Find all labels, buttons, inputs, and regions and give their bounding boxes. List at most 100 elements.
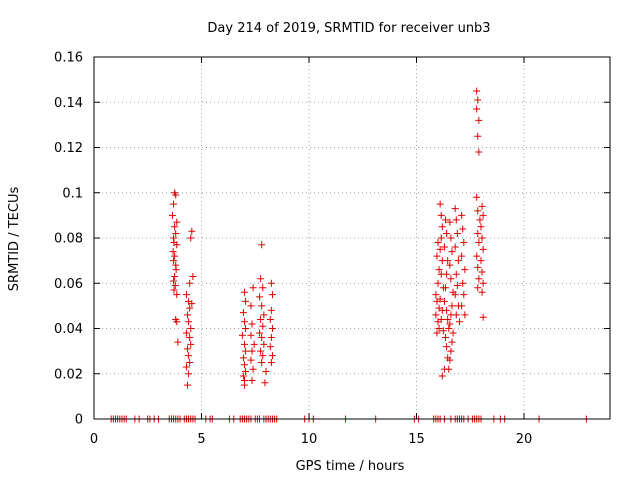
data-point [442,216,450,224]
data-point [443,270,451,278]
data-point [435,266,443,274]
x-tick-label: 10 [301,432,318,447]
data-point [242,347,250,355]
data-point [173,318,181,326]
data-point [249,365,257,373]
data-point [438,223,446,231]
data-point [436,245,444,253]
x-tick-label: 20 [516,432,533,447]
x-tick-label: 15 [408,432,425,447]
data-point [479,313,487,321]
data-point [262,367,270,375]
data-point [248,320,256,328]
data-point [477,223,485,231]
data-point [451,205,459,213]
data-point [186,279,194,287]
y-tick-label: 0.1 [62,186,83,201]
data-point [187,325,195,332]
data-point [447,275,455,283]
data-point [436,295,444,303]
data-point [475,148,483,156]
data-point [187,234,195,242]
data-point [268,352,276,360]
x-axis-label: GPS time / hours [296,459,405,474]
data-point [474,229,482,237]
data-point [172,191,180,199]
data-point [433,329,441,337]
data-point [479,211,487,219]
data-point [447,234,455,242]
data-point [434,239,442,247]
data-point [182,363,190,371]
y-tick-label: 0.02 [54,367,83,382]
data-point [171,282,179,290]
data-point [460,239,468,247]
data-point [256,329,264,337]
data-point [248,377,256,385]
data-point [459,225,467,233]
data-point [182,329,190,337]
data-point [458,211,466,219]
data-point [241,318,248,326]
data-point [476,216,484,224]
data-point [449,329,457,337]
data-point [169,248,177,256]
data-point [171,223,179,231]
data-point [479,245,487,253]
x-tick-label: 5 [197,432,205,447]
data-point [238,331,246,339]
data-point [473,193,481,201]
data-point [445,325,453,332]
data-point [248,347,256,355]
data-point [171,252,179,260]
data-point [170,277,178,285]
data-point [442,284,450,292]
data-point [432,311,440,319]
data-point [474,284,482,292]
data-point [442,334,450,342]
data-point [239,372,247,380]
data-point [249,284,257,292]
data-point [473,252,481,260]
data-point [185,370,193,378]
data-point [188,300,196,308]
data-point [478,202,486,210]
data-point [448,302,456,310]
data-point [456,318,463,326]
data-point [172,229,180,237]
axis-ticks: 0 0.02 0.04 0.06 0.08 0.1 0.12 0.14 0.16 0 5 10 15 20 [54,51,610,447]
data-point [259,322,267,330]
data-point [172,266,180,274]
data-point [168,211,176,219]
data-point [478,268,486,276]
data-point [170,257,178,265]
data-point [433,252,441,260]
data-point [453,282,461,290]
data-point [437,211,445,219]
data-point [267,279,275,287]
data-point [436,200,444,208]
data-point [458,252,466,260]
data-point [266,315,274,323]
data-point [448,338,456,346]
y-tick-label: 0.12 [54,141,83,156]
data-point [173,291,181,299]
data-point [258,241,266,249]
data-point [239,354,247,362]
data-point [184,345,192,353]
data-point [444,315,452,323]
data-point [446,320,454,328]
data-point [474,207,482,215]
y-tick-label: 0.06 [54,277,83,292]
data-point [173,241,181,249]
x-tick-label: 0 [90,432,98,447]
data-point [432,291,440,299]
data-point [443,229,451,237]
data-point [473,105,481,113]
data-point [267,334,275,342]
y-tick-label: 0.14 [54,96,83,111]
data-point [452,311,460,319]
y-tick-label: 0 [75,413,83,428]
data-point [170,286,178,294]
data-point [475,239,483,247]
